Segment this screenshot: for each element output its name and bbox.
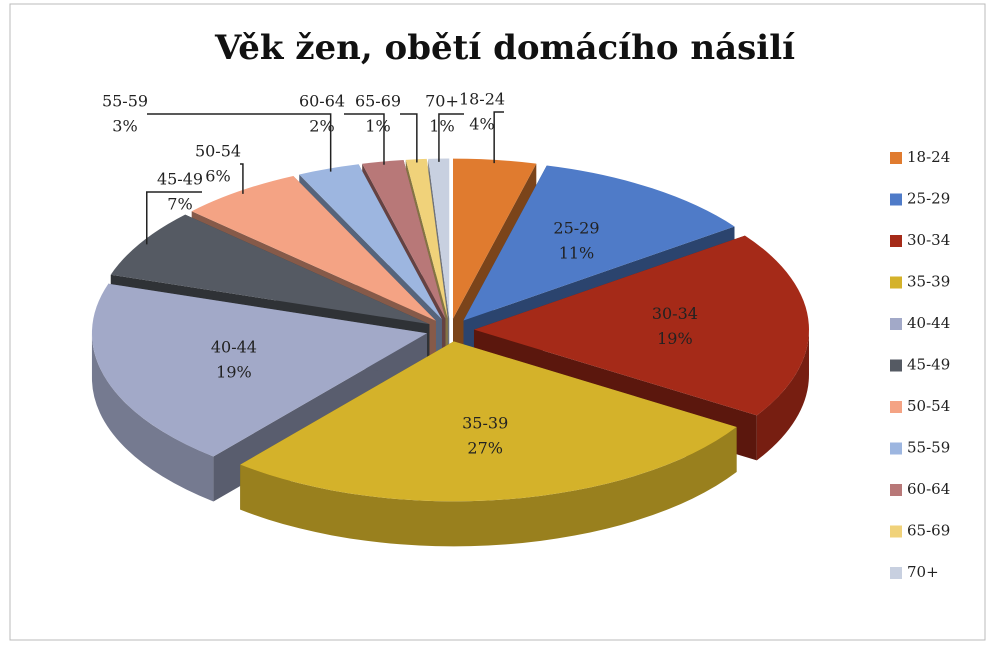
chart-title: Věk žen, obětí domácího násilí: [214, 28, 795, 68]
leader-line: [147, 113, 332, 172]
legend-swatch: [890, 318, 902, 330]
leader-line: [438, 113, 464, 162]
slice-top: [463, 165, 735, 321]
slice-wall: [756, 329, 809, 461]
legend-label: 60-64: [907, 480, 950, 498]
leader-line: [240, 163, 244, 194]
slice-top: [240, 341, 737, 502]
legend-label: 65-69: [907, 522, 950, 540]
slice-top: [191, 175, 436, 321]
slice-top: [299, 164, 442, 320]
legend-label: 50-54: [907, 397, 950, 415]
slice-label: 45-49: [157, 170, 203, 189]
legend-label: 35-39: [907, 273, 950, 291]
value-label: 11%: [559, 244, 595, 263]
slice-top: [428, 158, 450, 319]
value-label: 2%: [309, 117, 334, 136]
slice-top: [91, 283, 427, 457]
value-label: 6%: [205, 167, 230, 186]
value-label: 7%: [167, 195, 192, 214]
slice: [91, 283, 427, 502]
slice-label: 65-69: [355, 92, 401, 111]
slice-label: 70+: [425, 92, 459, 111]
legend-label: 25-29: [907, 190, 950, 208]
legend-swatch: [890, 193, 902, 206]
leader-line: [400, 113, 418, 163]
legend-swatch: [890, 567, 902, 579]
slice-wall: [91, 333, 214, 502]
slice-label: 55-59: [102, 92, 148, 111]
value-label: 3%: [112, 117, 137, 136]
legend-swatch: [890, 235, 902, 247]
legend-swatch: [890, 442, 902, 455]
legend-label: 70+: [907, 563, 939, 581]
leader-line: [493, 111, 504, 164]
legend-swatch: [890, 152, 902, 164]
legend-label: 40-44: [907, 314, 950, 332]
slice-label: 25-29: [553, 219, 599, 238]
slice-label: 18-24: [459, 90, 505, 109]
slice-top: [110, 214, 430, 325]
leader-line: [344, 113, 385, 165]
leader-line: [146, 191, 202, 245]
slice-label: 40-44: [211, 337, 257, 356]
slice-top: [362, 160, 446, 319]
legend-label: 30-34: [907, 231, 950, 249]
slice-wall: [240, 427, 737, 547]
value-label: 1%: [429, 117, 454, 136]
slice-top: [405, 158, 448, 319]
slice-top: [453, 158, 537, 319]
slice-label: 50-54: [195, 142, 241, 161]
slice: [240, 341, 737, 547]
value-label: 4%: [469, 115, 494, 134]
value-label: 27%: [467, 439, 503, 458]
legend-swatch: [890, 525, 902, 538]
value-label: 19%: [657, 329, 693, 348]
slice-top: [473, 235, 809, 416]
legend-swatch: [890, 276, 902, 289]
value-label: 1%: [365, 117, 390, 136]
legend-swatch: [890, 359, 902, 372]
legend-swatch: [890, 401, 902, 413]
slice-label: 60-64: [299, 92, 345, 111]
legend-label: 18-24: [907, 148, 950, 166]
legend-swatch: [890, 484, 902, 496]
slice-label: 35-39: [462, 414, 508, 433]
legend-label: 55-59: [907, 439, 950, 457]
value-label: 19%: [216, 362, 252, 381]
slice-label: 30-34: [652, 304, 698, 323]
legend-label: 45-49: [907, 356, 950, 374]
